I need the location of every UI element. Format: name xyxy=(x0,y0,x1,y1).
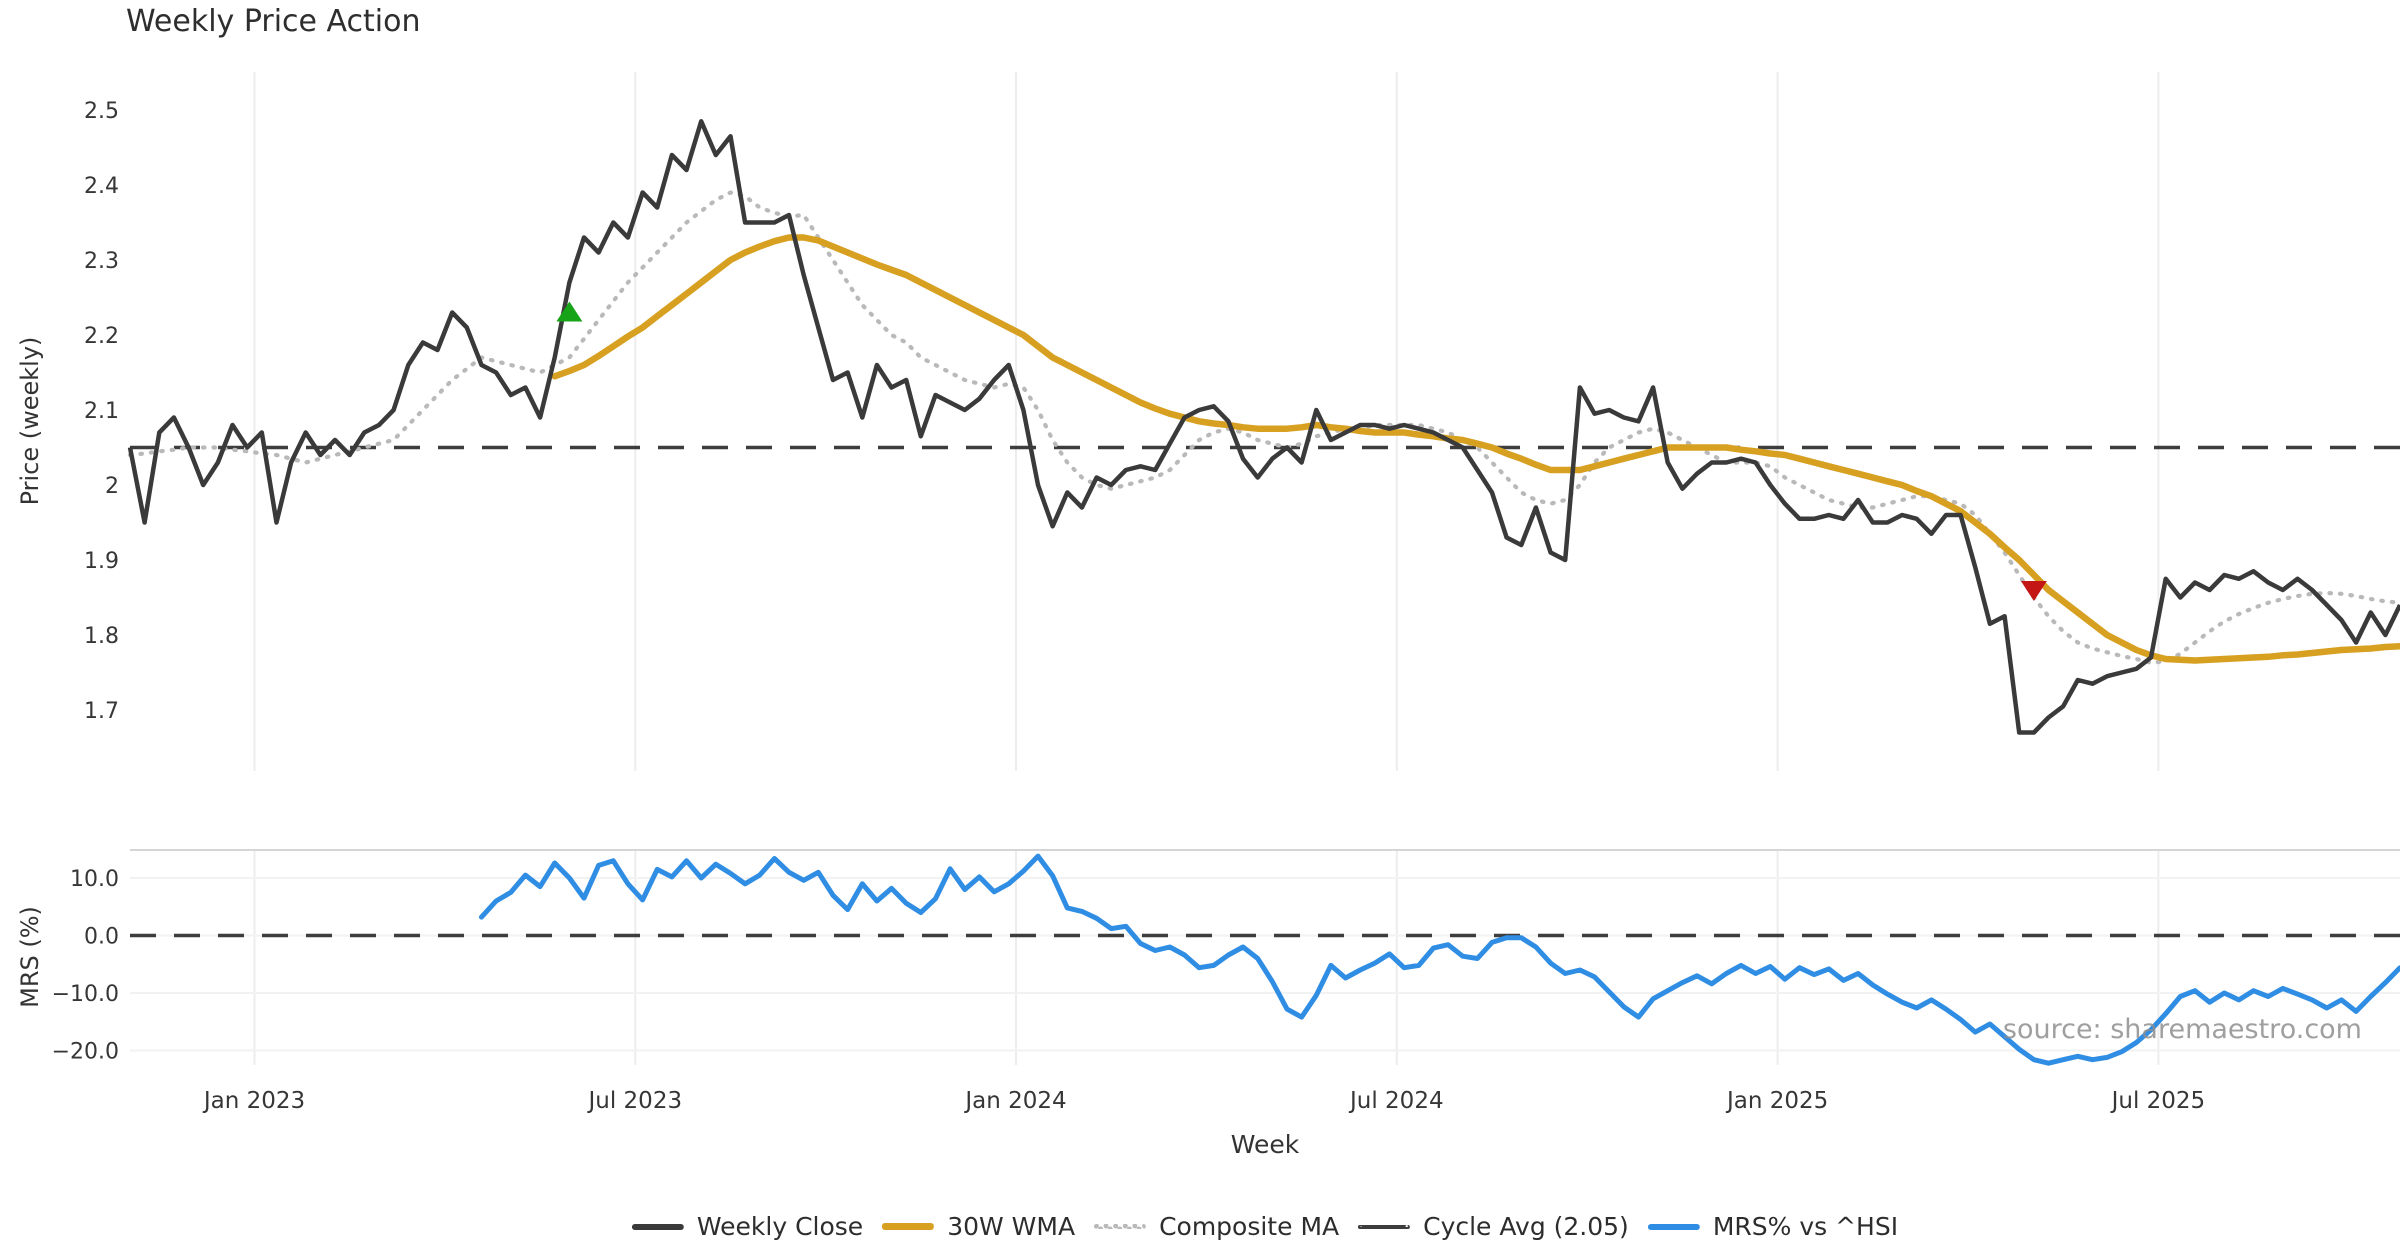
chart-legend: Weekly Close 30W WMA Composite MA Cycle … xyxy=(631,1212,1899,1241)
wma-line-swatch-icon xyxy=(882,1223,935,1230)
wma-30w-line xyxy=(551,234,2400,664)
price-ytick-label: 1.9 xyxy=(84,549,119,574)
legend-item-30w-wma: 30W WMA xyxy=(882,1212,1075,1241)
mrs-axis-label: MRS (%) xyxy=(16,906,44,1008)
price-ytick-label: 1.7 xyxy=(84,699,119,724)
mrs-ytick-label: −20.0 xyxy=(52,1040,119,1065)
mrs-ytick-label: −10.0 xyxy=(52,982,119,1007)
legend-label: Weekly Close xyxy=(696,1212,864,1241)
price-ytick-label: 2 xyxy=(105,474,119,499)
price-ytick-label: 1.8 xyxy=(84,624,119,649)
price-ytick-label: 2.1 xyxy=(84,399,119,424)
composite-ma-line xyxy=(127,190,2400,665)
sell-marker-triangle-down-icon xyxy=(2020,581,2047,601)
buy-marker-triangle-up-icon xyxy=(556,301,583,322)
weekly-close-line-swatch-icon xyxy=(631,1223,684,1230)
price-ytick-label: 2.5 xyxy=(84,99,119,124)
legend-label: Composite MA xyxy=(1159,1212,1340,1241)
mrs-line xyxy=(479,853,2400,1066)
mrs-ytick-label: 10.0 xyxy=(70,867,119,892)
price-ytick-label: 2.4 xyxy=(84,174,119,199)
mrs-ytick-label: 0.0 xyxy=(84,925,119,950)
cycle-avg-line-swatch-icon xyxy=(1358,1224,1411,1229)
composite-ma-line-swatch-icon xyxy=(1094,1224,1147,1229)
x-tick-label: Jan 2023 xyxy=(202,1088,305,1114)
legend-label: MRS% vs ^HSI xyxy=(1712,1212,1899,1241)
legend-item-mrs: MRS% vs ^HSI xyxy=(1647,1212,1899,1241)
chart-title: Weekly Price Action xyxy=(126,4,421,39)
x-tick-label: Jul 2025 xyxy=(2110,1088,2206,1114)
legend-item-weekly-close: Weekly Close xyxy=(631,1212,864,1241)
legend-label: 30W WMA xyxy=(947,1212,1076,1241)
x-tick-label: Jul 2024 xyxy=(1348,1088,1444,1114)
legend-item-cycle-avg: Cycle Avg (2.05) xyxy=(1358,1212,1629,1241)
x-tick-label: Jul 2023 xyxy=(586,1088,682,1114)
price-ytick-label: 2.2 xyxy=(84,324,119,349)
weekly-close-line xyxy=(127,119,2400,735)
x-tick-label: Jan 2024 xyxy=(963,1088,1066,1114)
x-tick-label: Jan 2025 xyxy=(1725,1088,1828,1114)
x-axis-label: Week xyxy=(1230,1130,1300,1159)
price-ytick-label: 2.3 xyxy=(84,249,119,274)
price-axis-label: Price (weekly) xyxy=(16,336,44,506)
source-watermark: source: sharemaestro.com xyxy=(2002,1014,2362,1045)
mrs-line-swatch-icon xyxy=(1647,1223,1700,1230)
legend-item-composite-ma: Composite MA xyxy=(1094,1212,1339,1241)
legend-label: Cycle Avg (2.05) xyxy=(1423,1212,1629,1241)
